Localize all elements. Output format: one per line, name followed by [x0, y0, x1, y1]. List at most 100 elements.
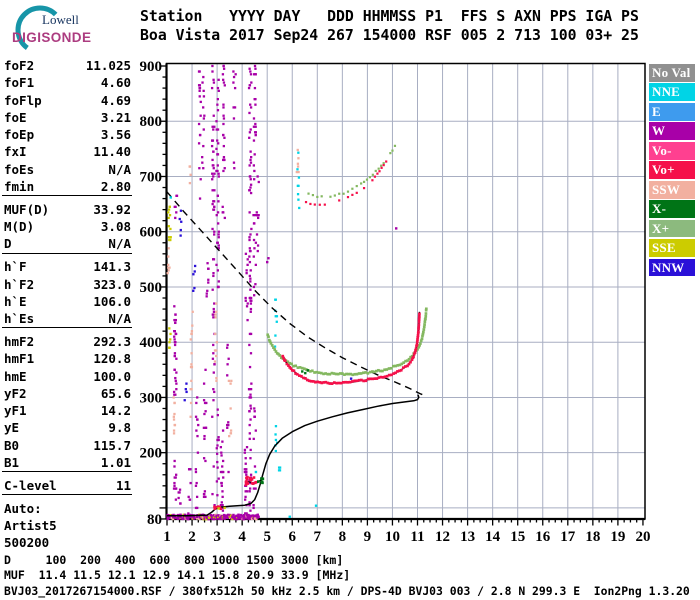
param-label: fxI	[4, 144, 27, 160]
param-label: foF1	[4, 75, 35, 91]
param-value: 11	[115, 477, 131, 493]
param-label: B1	[4, 455, 20, 471]
x-tick-label: 17	[560, 529, 576, 545]
param-row: foFlp 4.69	[0, 92, 134, 109]
x-tick-label: 9	[364, 529, 372, 545]
x-tick-label: 2	[188, 529, 196, 545]
param-separator	[2, 471, 132, 477]
param-row: yF2 65.6	[0, 385, 134, 402]
x-tick-label: 13	[460, 529, 475, 545]
logo-text-digisonde: DIGISONDE	[12, 30, 92, 45]
x-tick-label: 19	[610, 529, 625, 545]
x-tick-label: 1	[163, 529, 171, 545]
param-value: 4.60	[100, 75, 131, 91]
legend-item-nnw: NNW	[649, 258, 695, 277]
header-station-values: Boa Vista 2017 Sep24 267 154000 RSF 005 …	[140, 27, 639, 44]
distance-row: D 100 200 400 600 800 1000 1500 3000 [km…	[4, 553, 344, 567]
param-row: h`E 106.0	[0, 293, 134, 310]
param-value: 1.01	[100, 455, 131, 471]
param-label: foEp	[4, 127, 35, 143]
autoscaling-info-line: Auto:	[4, 500, 42, 516]
param-row: hmF1 120.8	[0, 350, 134, 367]
param-value: N/A	[108, 236, 131, 252]
param-value: 4.69	[100, 92, 131, 108]
muf-row: MUF 11.4 11.5 12.1 12.9 14.1 15.8 20.9 3…	[4, 568, 351, 582]
param-value: 3.21	[100, 109, 131, 125]
param-row: M(D) 3.08	[0, 218, 134, 235]
x-tick-label: 7	[314, 529, 322, 545]
param-label: foEs	[4, 161, 35, 177]
legend-item-x+: X+	[649, 219, 695, 238]
param-value: 9.8	[108, 420, 131, 436]
param-separator	[2, 252, 132, 259]
x-tick-label: 14	[485, 529, 501, 545]
param-value: 3.08	[100, 219, 131, 235]
param-value: 11.025	[85, 58, 131, 73]
param-value: 14.2	[100, 403, 131, 419]
param-value: 323.0	[93, 276, 131, 292]
legend-item-no-val: No Val	[649, 64, 695, 82]
param-label: C-level	[4, 477, 57, 493]
param-label: foF2	[4, 58, 35, 73]
x-tick-label: 18	[585, 529, 600, 545]
y-tick-label: 400	[140, 335, 163, 351]
y-tick-label: 500	[140, 280, 163, 296]
param-label: h`F2	[4, 276, 35, 292]
autoscaling-info-line: 500200	[4, 535, 50, 551]
y-tick-label: 800	[140, 114, 163, 130]
file-info-row: BVJ03_2017267154000.RSF / 380fx512h 50 k…	[4, 584, 690, 598]
param-value: 292.3	[93, 333, 131, 349]
y-tick-label: 300	[140, 390, 163, 406]
param-row: hmE 100.0	[0, 368, 134, 385]
param-value: 106.0	[93, 293, 131, 309]
y-tick-label: 700	[140, 169, 163, 185]
x-tick-label: 4	[238, 529, 246, 545]
param-value: 65.6	[100, 385, 131, 401]
param-label: yF2	[4, 385, 27, 401]
param-label: hmF2	[4, 333, 35, 349]
param-row: h`F2 323.0	[0, 276, 134, 293]
param-row: hmF2 292.3	[0, 333, 134, 350]
autoscaling-info-line: Artist5	[4, 517, 57, 533]
param-value: 2.80	[100, 179, 131, 195]
legend-item-ssw: SSW	[649, 180, 695, 199]
param-label: foFlp	[4, 92, 42, 108]
x-tick-label: 3	[213, 529, 221, 545]
x-tick-label: 11	[410, 529, 424, 545]
legend-item-vo-: Vo-	[649, 141, 695, 160]
param-value: 141.3	[93, 259, 131, 275]
param-row: yE 9.8	[0, 419, 134, 436]
param-label: yE	[4, 420, 20, 436]
legend-item-sse: SSE	[649, 239, 695, 257]
x-tick-label: 20	[635, 529, 650, 545]
legend-item-w: W	[649, 122, 695, 141]
param-label: M(D)	[4, 219, 35, 235]
param-value: 120.8	[93, 351, 131, 367]
y-tick-label: 200	[140, 446, 163, 462]
legend-item-nne: NNE	[649, 83, 695, 102]
param-row: MUF(D) 33.92	[0, 201, 134, 218]
param-label: hmF1	[4, 351, 35, 367]
y-tick-label: 900	[140, 59, 163, 75]
x-tick-label: 16	[535, 529, 551, 545]
x-tick-label: 15	[510, 529, 525, 545]
param-row: fxI 11.40	[0, 143, 134, 160]
param-row: foF1 4.60	[0, 74, 134, 91]
param-label: MUF(D)	[4, 201, 50, 217]
legend-item-x-: X-	[649, 200, 695, 218]
param-separator	[2, 494, 132, 500]
param-value: N/A	[108, 161, 131, 177]
legend-item-e: E	[649, 102, 695, 121]
logo-text-lowell: Lowell	[42, 12, 79, 27]
param-label: h`E	[4, 293, 27, 309]
param-row: foF2 11.025	[0, 57, 134, 74]
param-value: 11.40	[93, 144, 131, 160]
param-row: D N/A	[0, 235, 134, 252]
legend-item-vo+: Vo+	[649, 161, 695, 180]
y-tick-label: 80	[147, 512, 162, 528]
param-separator	[2, 195, 132, 201]
param-row: foEs N/A	[0, 161, 134, 178]
param-row: h`Es N/A	[0, 310, 134, 327]
param-label: h`Es	[4, 311, 35, 327]
